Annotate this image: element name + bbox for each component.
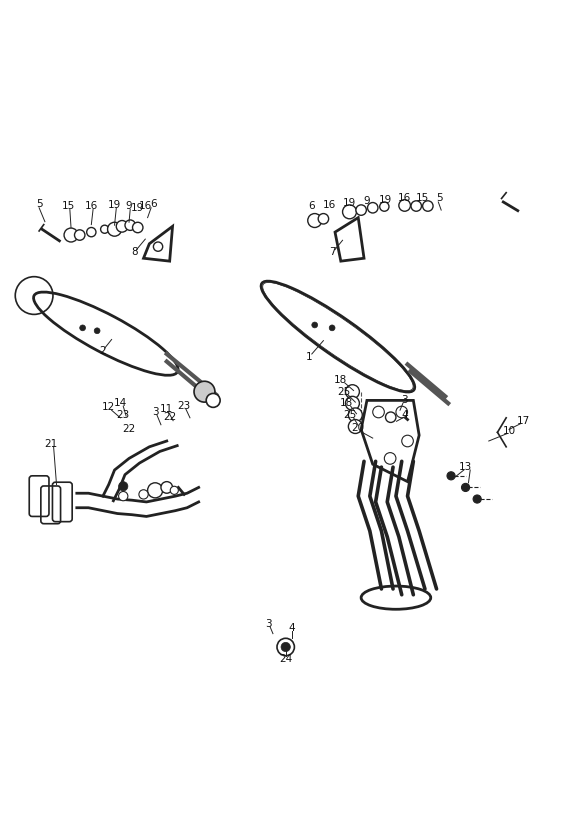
Text: 9: 9 — [364, 196, 370, 206]
Circle shape — [147, 483, 163, 498]
Circle shape — [116, 221, 128, 232]
Text: 4: 4 — [288, 624, 295, 634]
Circle shape — [343, 205, 356, 219]
Circle shape — [411, 201, 422, 211]
Text: 10: 10 — [503, 425, 515, 436]
Text: 6: 6 — [308, 201, 315, 211]
Circle shape — [346, 385, 359, 399]
Circle shape — [87, 227, 96, 236]
Text: 11: 11 — [160, 404, 173, 414]
Text: 14: 14 — [114, 398, 127, 409]
Circle shape — [380, 202, 389, 211]
Text: 18: 18 — [334, 375, 347, 385]
Text: 15: 15 — [61, 201, 75, 211]
Circle shape — [194, 382, 215, 402]
Text: 25: 25 — [337, 386, 350, 396]
Circle shape — [402, 435, 413, 447]
Circle shape — [64, 228, 78, 242]
Text: 19: 19 — [343, 198, 356, 208]
Circle shape — [75, 230, 85, 241]
Circle shape — [373, 406, 384, 418]
Circle shape — [277, 639, 294, 656]
Text: 13: 13 — [459, 462, 472, 472]
Text: 6: 6 — [150, 199, 157, 209]
Text: 16: 16 — [398, 194, 411, 204]
Text: 15: 15 — [416, 194, 429, 204]
Text: 5: 5 — [436, 194, 442, 204]
Circle shape — [132, 222, 143, 232]
Circle shape — [346, 396, 359, 410]
Text: 3: 3 — [152, 407, 159, 417]
Circle shape — [329, 325, 335, 330]
Text: 25: 25 — [343, 410, 356, 420]
Circle shape — [118, 491, 128, 501]
Circle shape — [349, 408, 362, 422]
Text: 12: 12 — [102, 402, 115, 412]
Circle shape — [125, 220, 135, 231]
Circle shape — [384, 452, 396, 464]
Text: 21: 21 — [44, 439, 57, 449]
Text: 18: 18 — [340, 398, 353, 409]
Text: 1: 1 — [305, 352, 312, 362]
Circle shape — [161, 481, 173, 494]
Circle shape — [153, 242, 163, 251]
Text: 23: 23 — [117, 410, 130, 420]
Text: 22: 22 — [163, 412, 176, 422]
Text: 16: 16 — [139, 201, 152, 211]
Text: 5: 5 — [36, 199, 43, 209]
Text: 2: 2 — [100, 346, 106, 356]
Text: 3: 3 — [265, 619, 272, 629]
Circle shape — [108, 222, 121, 236]
Text: 22: 22 — [122, 424, 136, 434]
Circle shape — [312, 322, 318, 328]
Text: 4: 4 — [401, 410, 408, 420]
Circle shape — [318, 213, 329, 224]
Circle shape — [396, 406, 408, 418]
Circle shape — [356, 205, 366, 215]
Circle shape — [80, 325, 86, 330]
Circle shape — [473, 495, 481, 503]
Text: 16: 16 — [85, 201, 98, 211]
Circle shape — [423, 201, 433, 211]
Circle shape — [206, 393, 220, 407]
Circle shape — [118, 481, 128, 491]
Text: 8: 8 — [132, 247, 138, 257]
Circle shape — [447, 472, 455, 480]
Text: 17: 17 — [517, 415, 530, 426]
Text: 19: 19 — [379, 194, 392, 204]
Circle shape — [101, 225, 109, 233]
Circle shape — [170, 486, 178, 494]
Circle shape — [139, 489, 148, 499]
Text: 16: 16 — [322, 200, 336, 210]
Text: 9: 9 — [126, 201, 132, 211]
Circle shape — [94, 328, 100, 334]
Circle shape — [385, 412, 396, 423]
Text: 19: 19 — [108, 200, 121, 210]
Text: 7: 7 — [329, 247, 335, 257]
Circle shape — [462, 484, 470, 491]
Circle shape — [399, 199, 410, 211]
Circle shape — [349, 419, 362, 433]
Circle shape — [308, 213, 322, 227]
Text: 20: 20 — [352, 424, 365, 433]
Text: 19: 19 — [131, 203, 145, 213]
Text: 24: 24 — [279, 653, 292, 663]
Circle shape — [281, 643, 290, 652]
Text: 23: 23 — [178, 401, 191, 411]
Circle shape — [367, 203, 378, 213]
Text: 3: 3 — [401, 396, 408, 405]
